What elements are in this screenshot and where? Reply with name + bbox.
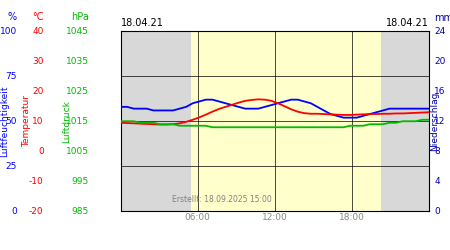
Text: mm/h: mm/h bbox=[434, 12, 450, 22]
Text: 1005: 1005 bbox=[66, 147, 89, 156]
Text: 4: 4 bbox=[434, 177, 440, 186]
Bar bbox=[121, 31, 191, 211]
Text: -10: -10 bbox=[29, 177, 44, 186]
Text: 995: 995 bbox=[72, 177, 89, 186]
Text: 25: 25 bbox=[6, 162, 17, 171]
Text: 50: 50 bbox=[5, 117, 17, 126]
Text: 1015: 1015 bbox=[66, 117, 89, 126]
Text: 18.04.21: 18.04.21 bbox=[386, 18, 429, 28]
Text: 0: 0 bbox=[434, 207, 440, 216]
Text: 20: 20 bbox=[32, 87, 44, 96]
Text: 20: 20 bbox=[434, 57, 446, 66]
Text: 1045: 1045 bbox=[66, 27, 89, 36]
Text: Niederschlag: Niederschlag bbox=[430, 92, 439, 151]
Text: 8: 8 bbox=[434, 147, 440, 156]
Text: 30: 30 bbox=[32, 57, 44, 66]
Text: 18.04.21: 18.04.21 bbox=[121, 18, 163, 28]
Text: Temperatur: Temperatur bbox=[22, 95, 31, 147]
Text: -20: -20 bbox=[29, 207, 44, 216]
Text: 75: 75 bbox=[5, 72, 17, 81]
Text: 10: 10 bbox=[32, 117, 44, 126]
Text: 985: 985 bbox=[72, 207, 89, 216]
Bar bbox=[191, 31, 381, 211]
Bar bbox=[381, 31, 429, 211]
Text: 0: 0 bbox=[11, 207, 17, 216]
Text: Erstellt: 18.09.2025 15:00: Erstellt: 18.09.2025 15:00 bbox=[172, 195, 272, 204]
Text: 16: 16 bbox=[434, 87, 446, 96]
Text: 1035: 1035 bbox=[66, 57, 89, 66]
Text: 100: 100 bbox=[0, 27, 17, 36]
Text: °C: °C bbox=[32, 12, 44, 22]
Text: %: % bbox=[8, 12, 17, 22]
Text: 40: 40 bbox=[32, 27, 44, 36]
Text: hPa: hPa bbox=[71, 12, 89, 22]
Text: 1025: 1025 bbox=[66, 87, 89, 96]
Text: 12: 12 bbox=[434, 117, 446, 126]
Text: Luftdruck: Luftdruck bbox=[62, 100, 71, 143]
Text: Luftfeuchtigkeit: Luftfeuchtigkeit bbox=[0, 86, 9, 157]
Text: 0: 0 bbox=[38, 147, 44, 156]
Text: 24: 24 bbox=[434, 27, 446, 36]
